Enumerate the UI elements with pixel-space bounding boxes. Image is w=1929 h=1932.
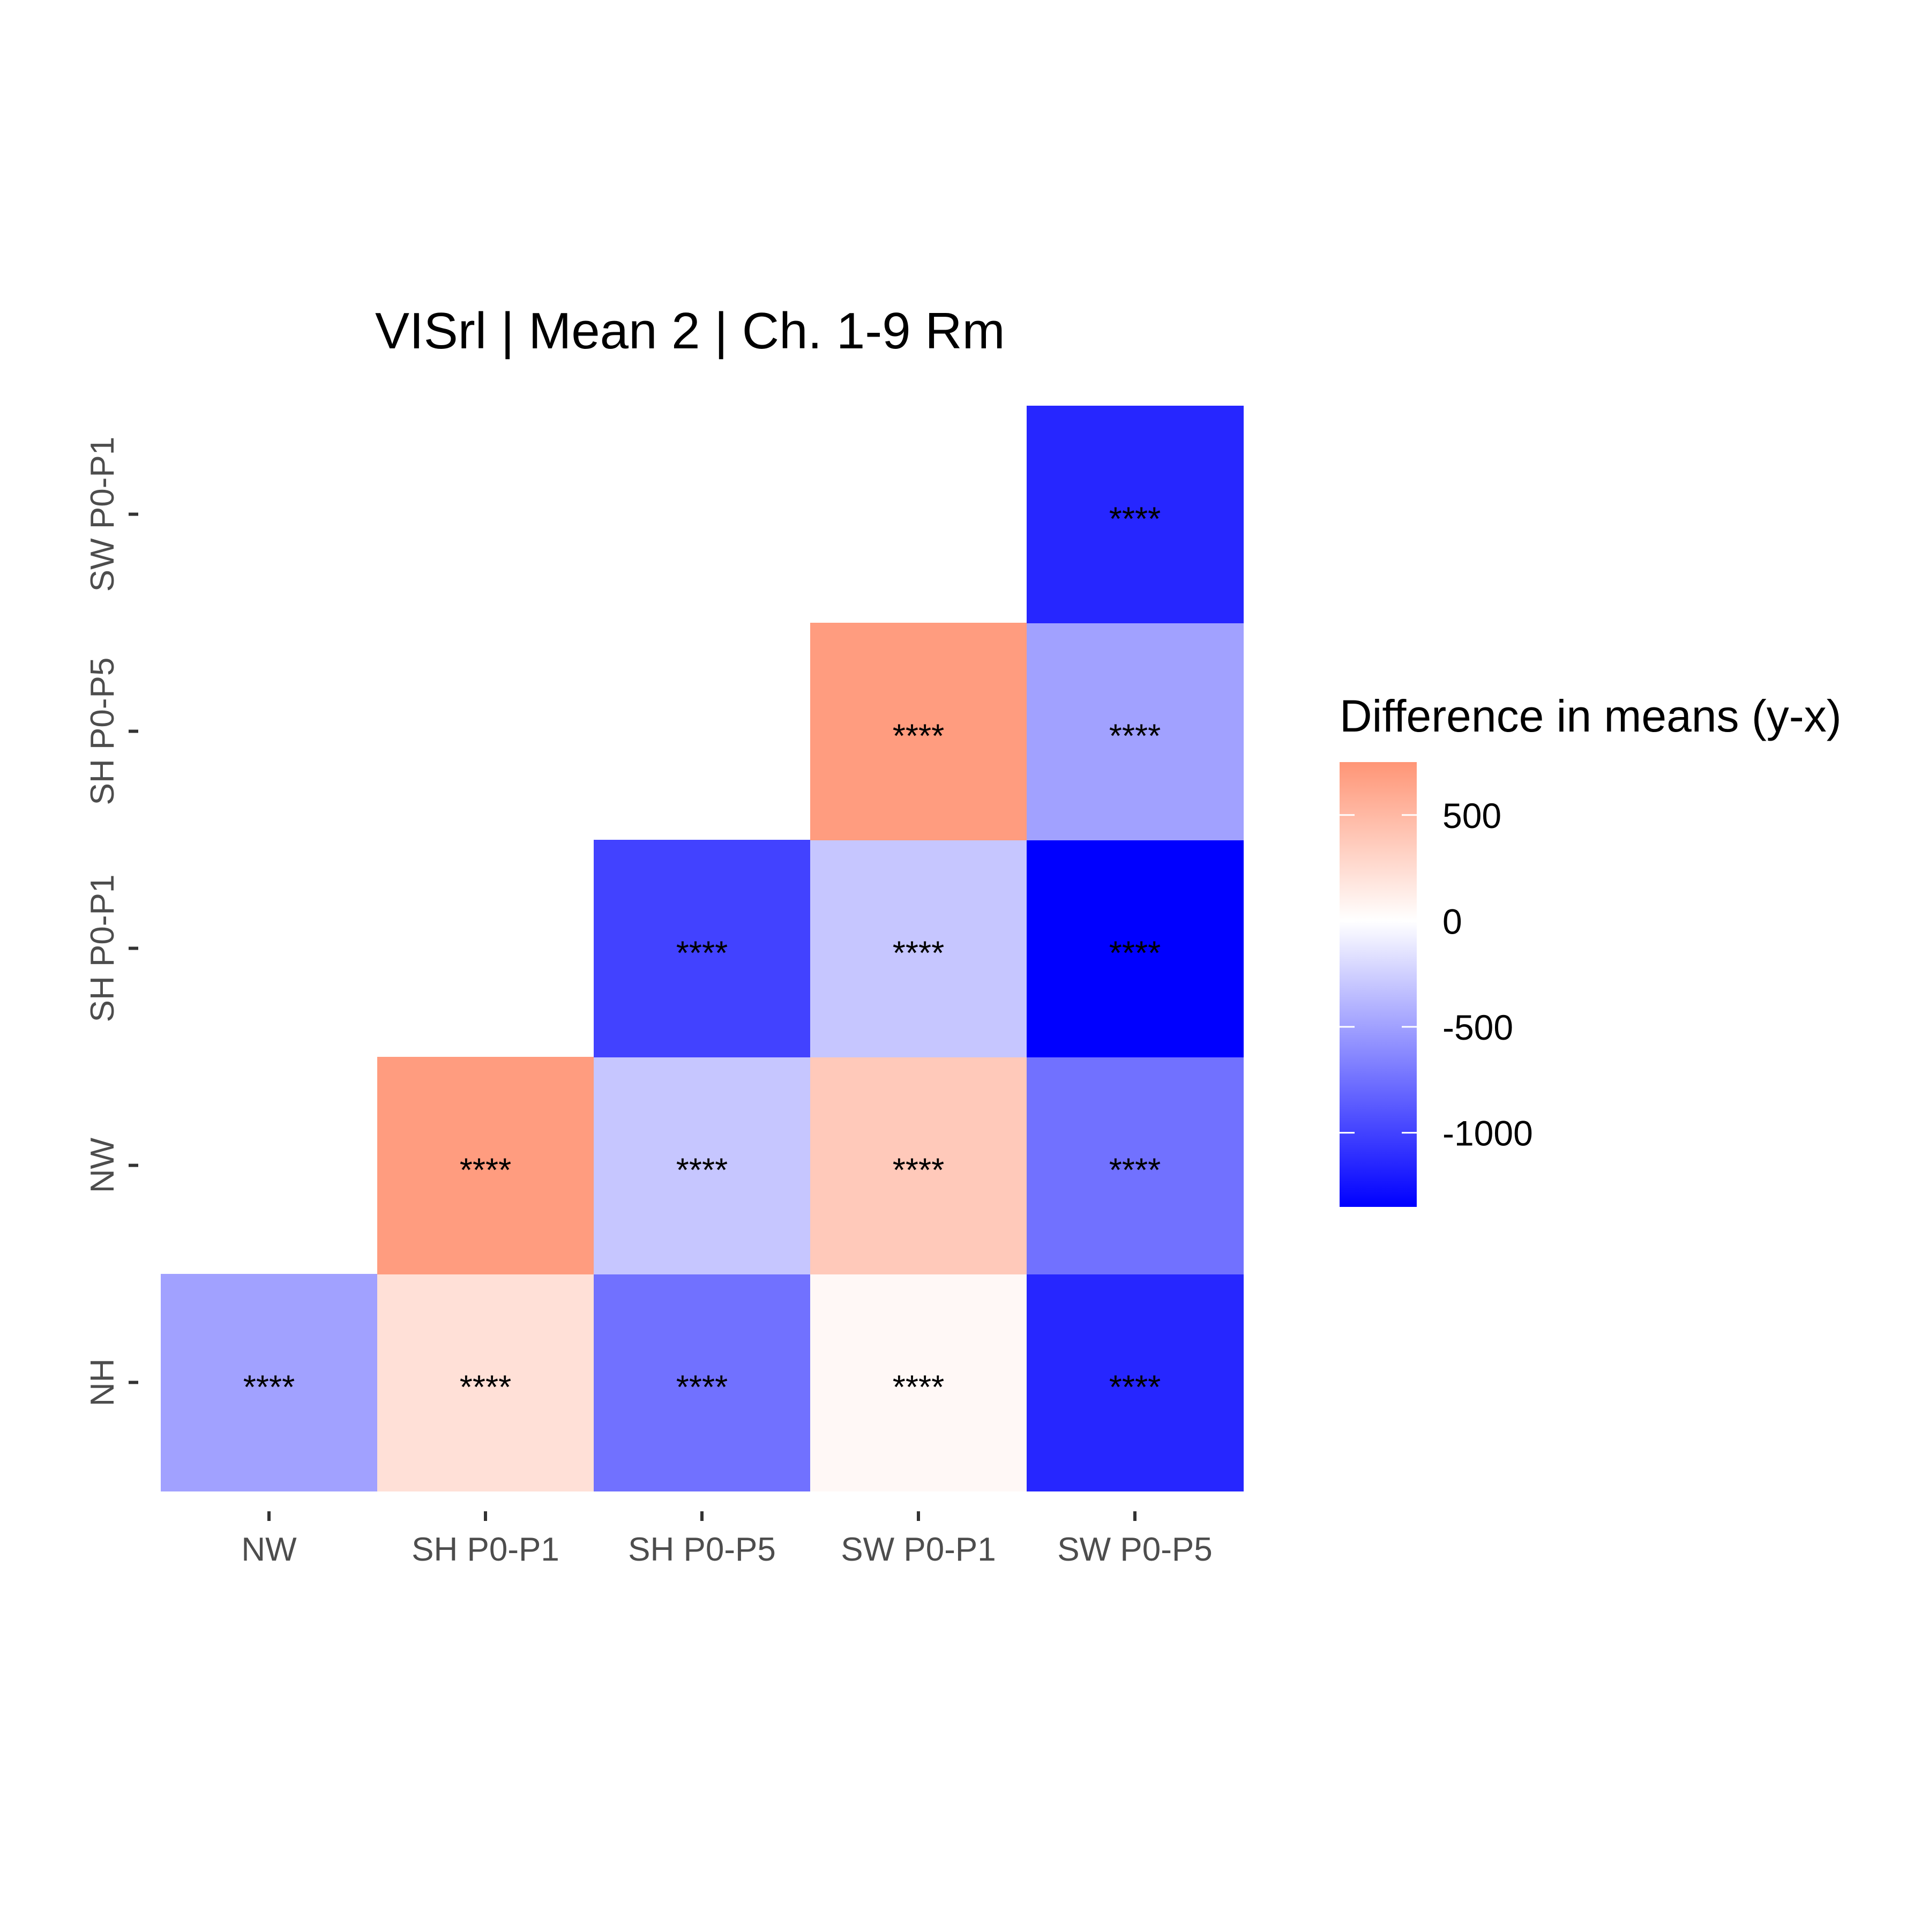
- heatmap-cell-sh-p0-p1-vs-sh-p0-p5: [594, 840, 811, 1057]
- y-tick-label-sh-p0-p5: SH P0-P5: [84, 658, 121, 805]
- legend-label-500: -500: [1442, 1008, 1513, 1047]
- x-tick-label-sh-p0-p1: SH P0-P1: [412, 1531, 559, 1568]
- legend-label-1000: -1000: [1442, 1114, 1533, 1153]
- cell-label-nh-vs-nw: ****: [243, 1369, 295, 1406]
- legend-label-0: 0: [1442, 901, 1462, 941]
- heatmap-cell-nw-vs-sh-p0-p1: [377, 1057, 594, 1274]
- cell-label-sh-p0-p1-vs-sw-p0-p1: ****: [893, 935, 945, 972]
- cell-label-sh-p0-p5-vs-sw-p0-p1: ****: [893, 718, 945, 755]
- cell-label-nh-vs-sh-p0-p1: ****: [460, 1369, 512, 1406]
- x-axis: NW SH P0-P1 SH P0-P5 SW P0-P1 SW P0-P5: [241, 1511, 1213, 1568]
- cell-label-sh-p0-p5-vs-sw-p0-p5: ****: [1109, 718, 1161, 755]
- cell-label-nh-vs-sw-p0-p1: ****: [893, 1369, 945, 1406]
- heatmap-cell-nw-vs-sw-p0-p1: [810, 1057, 1027, 1274]
- heatmap-cell-sh-p0-p1-vs-sw-p0-p5: [1027, 840, 1244, 1057]
- x-tick-label-sh-p0-p5: SH P0-P5: [628, 1531, 776, 1568]
- legend-label-500: 500: [1442, 796, 1501, 836]
- heatmap-cell-sw-p0-p1-vs-sw-p0-p5: [1027, 406, 1244, 623]
- heatmap-cell-nw-vs-sw-p0-p5: [1027, 1057, 1244, 1274]
- cell-label-nw-vs-sw-p0-p5: ****: [1109, 1152, 1161, 1189]
- cell-label-nw-vs-sh-p0-p5: ****: [676, 1152, 728, 1189]
- legend-ticks: 500 0 -500 -1000: [1340, 796, 1533, 1153]
- y-tick-label-sh-p0-p1: SH P0-P1: [84, 875, 121, 1023]
- x-tick-label-sw-p0-p5: SW P0-P5: [1057, 1531, 1212, 1568]
- cell-label-nh-vs-sw-p0-p5: ****: [1109, 1369, 1161, 1406]
- legend-title: Difference in means (y-x): [1340, 691, 1842, 741]
- x-tick-label-nw: NW: [241, 1531, 297, 1568]
- cell-label-sh-p0-p1-vs-sw-p0-p5: ****: [1109, 935, 1161, 972]
- x-tick-label-sw-p0-p1: SW P0-P1: [841, 1531, 996, 1568]
- heatmap-cell-nh-vs-sh-p0-p5: [594, 1274, 811, 1491]
- cell-label-nw-vs-sw-p0-p1: ****: [893, 1152, 945, 1189]
- cell-label-sw-p0-p1-vs-sw-p0-p5: ****: [1109, 501, 1161, 538]
- cell-label-nw-vs-sh-p0-p1: ****: [460, 1152, 512, 1189]
- heatmap-cell-sh-p0-p5-vs-sw-p0-p1: [810, 623, 1027, 840]
- y-tick-label-nw: NW: [84, 1137, 121, 1193]
- heatmap-cell-nh-vs-nw: [161, 1274, 378, 1491]
- heatmap-cell-nh-vs-sw-p0-p1: [810, 1274, 1027, 1491]
- chart-title: VISrl | Mean 2 | Ch. 1-9 Rm: [375, 302, 1005, 360]
- heatmap-cells: **** **** **** **** **** **** **** **** **** ****…: [161, 406, 1244, 1491]
- heatmap-cell-nw-vs-sh-p0-p5: [594, 1057, 811, 1274]
- heatmap-cell-sh-p0-p5-vs-sw-p0-p5: [1027, 623, 1244, 840]
- heatmap-cell-sh-p0-p1-vs-sw-p0-p1: [810, 840, 1027, 1057]
- cell-label-nh-vs-sh-p0-p5: ****: [676, 1369, 728, 1406]
- y-tick-label-nh: NH: [84, 1359, 121, 1407]
- y-tick-label-sw-p0-p1: SW P0-P1: [84, 437, 121, 592]
- heatmap-cell-nh-vs-sh-p0-p1: [377, 1274, 594, 1491]
- heatmap-cell-nh-vs-sw-p0-p5: [1027, 1274, 1244, 1491]
- legend-colorbar: [1340, 762, 1417, 1207]
- legend: Difference in means (y-x) 500 0 -500 -1000: [1340, 691, 1842, 1207]
- cell-label-sh-p0-p1-vs-sh-p0-p5: ****: [676, 935, 728, 972]
- y-axis: NH NW SH P0-P1 SH P0-P5 SW P0-P1: [84, 437, 138, 1406]
